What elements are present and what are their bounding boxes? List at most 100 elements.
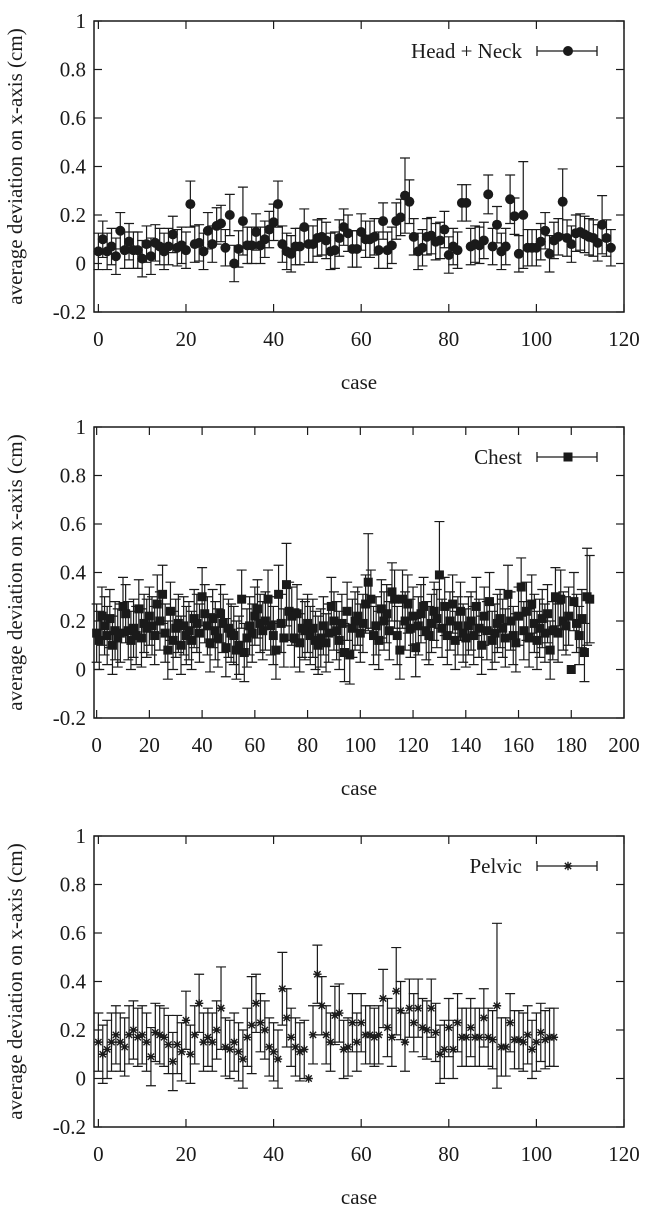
data-point bbox=[369, 1007, 380, 1067]
data-point bbox=[154, 1005, 165, 1065]
data-point-star bbox=[212, 1025, 221, 1035]
data-point bbox=[255, 993, 266, 1053]
y-tick-label: 0.6 bbox=[60, 921, 86, 945]
y-tick-label: -0.2 bbox=[53, 300, 86, 324]
data-point-circle bbox=[329, 245, 340, 256]
plot-frame bbox=[93, 835, 625, 1128]
data-point-star bbox=[475, 1033, 484, 1042]
data-point bbox=[404, 179, 415, 225]
data-point-square bbox=[168, 635, 178, 645]
data-point-square bbox=[390, 594, 400, 604]
data-point-star bbox=[116, 1037, 125, 1047]
data-point-star bbox=[387, 1033, 397, 1042]
data-point bbox=[233, 230, 244, 268]
data-point bbox=[368, 605, 379, 666]
data-point bbox=[233, 1022, 244, 1082]
data-point bbox=[325, 1012, 336, 1072]
data-point-square bbox=[284, 606, 294, 616]
data-point-square bbox=[463, 621, 473, 631]
data-point-circle bbox=[194, 237, 205, 248]
data-point bbox=[535, 222, 546, 261]
data-point bbox=[202, 1007, 213, 1067]
data-point-star bbox=[155, 1030, 164, 1040]
data-point-square bbox=[326, 601, 336, 611]
data-point-star bbox=[251, 999, 261, 1008]
x-tick-label: 40 bbox=[192, 733, 213, 757]
data-point-square bbox=[176, 640, 186, 650]
data-point-circle bbox=[378, 216, 389, 227]
data-point bbox=[487, 227, 498, 266]
data-point-star bbox=[133, 1033, 143, 1042]
data-point-square bbox=[150, 631, 160, 641]
data-point-square bbox=[197, 592, 207, 602]
data-point bbox=[312, 944, 323, 1004]
data-point-star bbox=[348, 1018, 357, 1027]
data-point-star bbox=[124, 1030, 134, 1040]
data-point-star bbox=[142, 1037, 151, 1047]
data-point bbox=[405, 598, 416, 658]
data-point-circle bbox=[592, 237, 603, 248]
data-point-square bbox=[456, 606, 466, 616]
data-point-square bbox=[395, 645, 405, 655]
data-point-circle bbox=[202, 225, 213, 236]
data-point-square bbox=[413, 621, 423, 631]
data-point bbox=[162, 620, 173, 680]
data-point-square bbox=[548, 626, 558, 636]
data-point-square bbox=[102, 631, 112, 641]
data-point bbox=[102, 1019, 113, 1080]
data-point-square bbox=[550, 592, 560, 602]
y-tick-label: 0 bbox=[76, 252, 87, 276]
data-point bbox=[338, 1019, 349, 1080]
data-point bbox=[159, 1007, 170, 1067]
y-tick-label: 0.8 bbox=[60, 873, 86, 897]
data-point-star bbox=[343, 1042, 353, 1052]
data-point-square bbox=[308, 623, 318, 633]
data-point bbox=[584, 554, 595, 644]
data-point bbox=[281, 988, 292, 1048]
data-point-circle bbox=[229, 258, 240, 269]
y-tick-label: 0.4 bbox=[60, 561, 87, 585]
x-axis-label: case bbox=[341, 370, 377, 394]
data-point bbox=[189, 588, 200, 649]
data-point-square bbox=[144, 611, 154, 621]
data-point-star bbox=[164, 1040, 173, 1049]
data-point bbox=[128, 598, 139, 658]
data-point bbox=[415, 584, 426, 644]
data-point bbox=[302, 593, 313, 654]
x-tick-label: 60 bbox=[244, 733, 265, 757]
data-point bbox=[167, 1031, 178, 1092]
data-point-circle bbox=[93, 246, 104, 257]
data-point-circle bbox=[299, 222, 310, 233]
data-point-circle bbox=[110, 251, 121, 262]
legend-label: Chest bbox=[474, 445, 522, 469]
data-point-square bbox=[245, 621, 255, 631]
data-point bbox=[442, 605, 453, 666]
data-point bbox=[145, 1026, 156, 1087]
data-point-circle bbox=[163, 241, 174, 252]
data-point bbox=[430, 1002, 441, 1063]
data-point bbox=[315, 608, 326, 668]
data-point-square bbox=[160, 628, 170, 638]
data-point-star bbox=[549, 1033, 559, 1042]
y-tick-label: 0.8 bbox=[60, 58, 86, 82]
data-point bbox=[236, 569, 247, 629]
data-point-circle bbox=[461, 197, 472, 208]
data-point-square bbox=[110, 626, 120, 636]
data-point-square bbox=[516, 582, 526, 592]
data-point bbox=[597, 195, 608, 255]
data-point-circle bbox=[351, 243, 362, 254]
data-point-star bbox=[186, 1050, 195, 1059]
data-point-square bbox=[371, 621, 381, 631]
data-point-circle bbox=[119, 245, 130, 256]
y-axis-label: average deviation on x-axis (cm) bbox=[3, 843, 27, 1119]
data-point-star bbox=[102, 1045, 112, 1054]
data-point-square bbox=[118, 601, 128, 611]
y-tick-label: 0.2 bbox=[60, 203, 86, 227]
data-point-star bbox=[510, 1035, 519, 1044]
data-point bbox=[185, 180, 196, 228]
y-tick-label: 1 bbox=[76, 824, 87, 848]
data-point bbox=[115, 211, 126, 250]
data-point bbox=[242, 1007, 253, 1067]
data-point-square bbox=[136, 633, 146, 643]
data-point bbox=[435, 221, 446, 260]
